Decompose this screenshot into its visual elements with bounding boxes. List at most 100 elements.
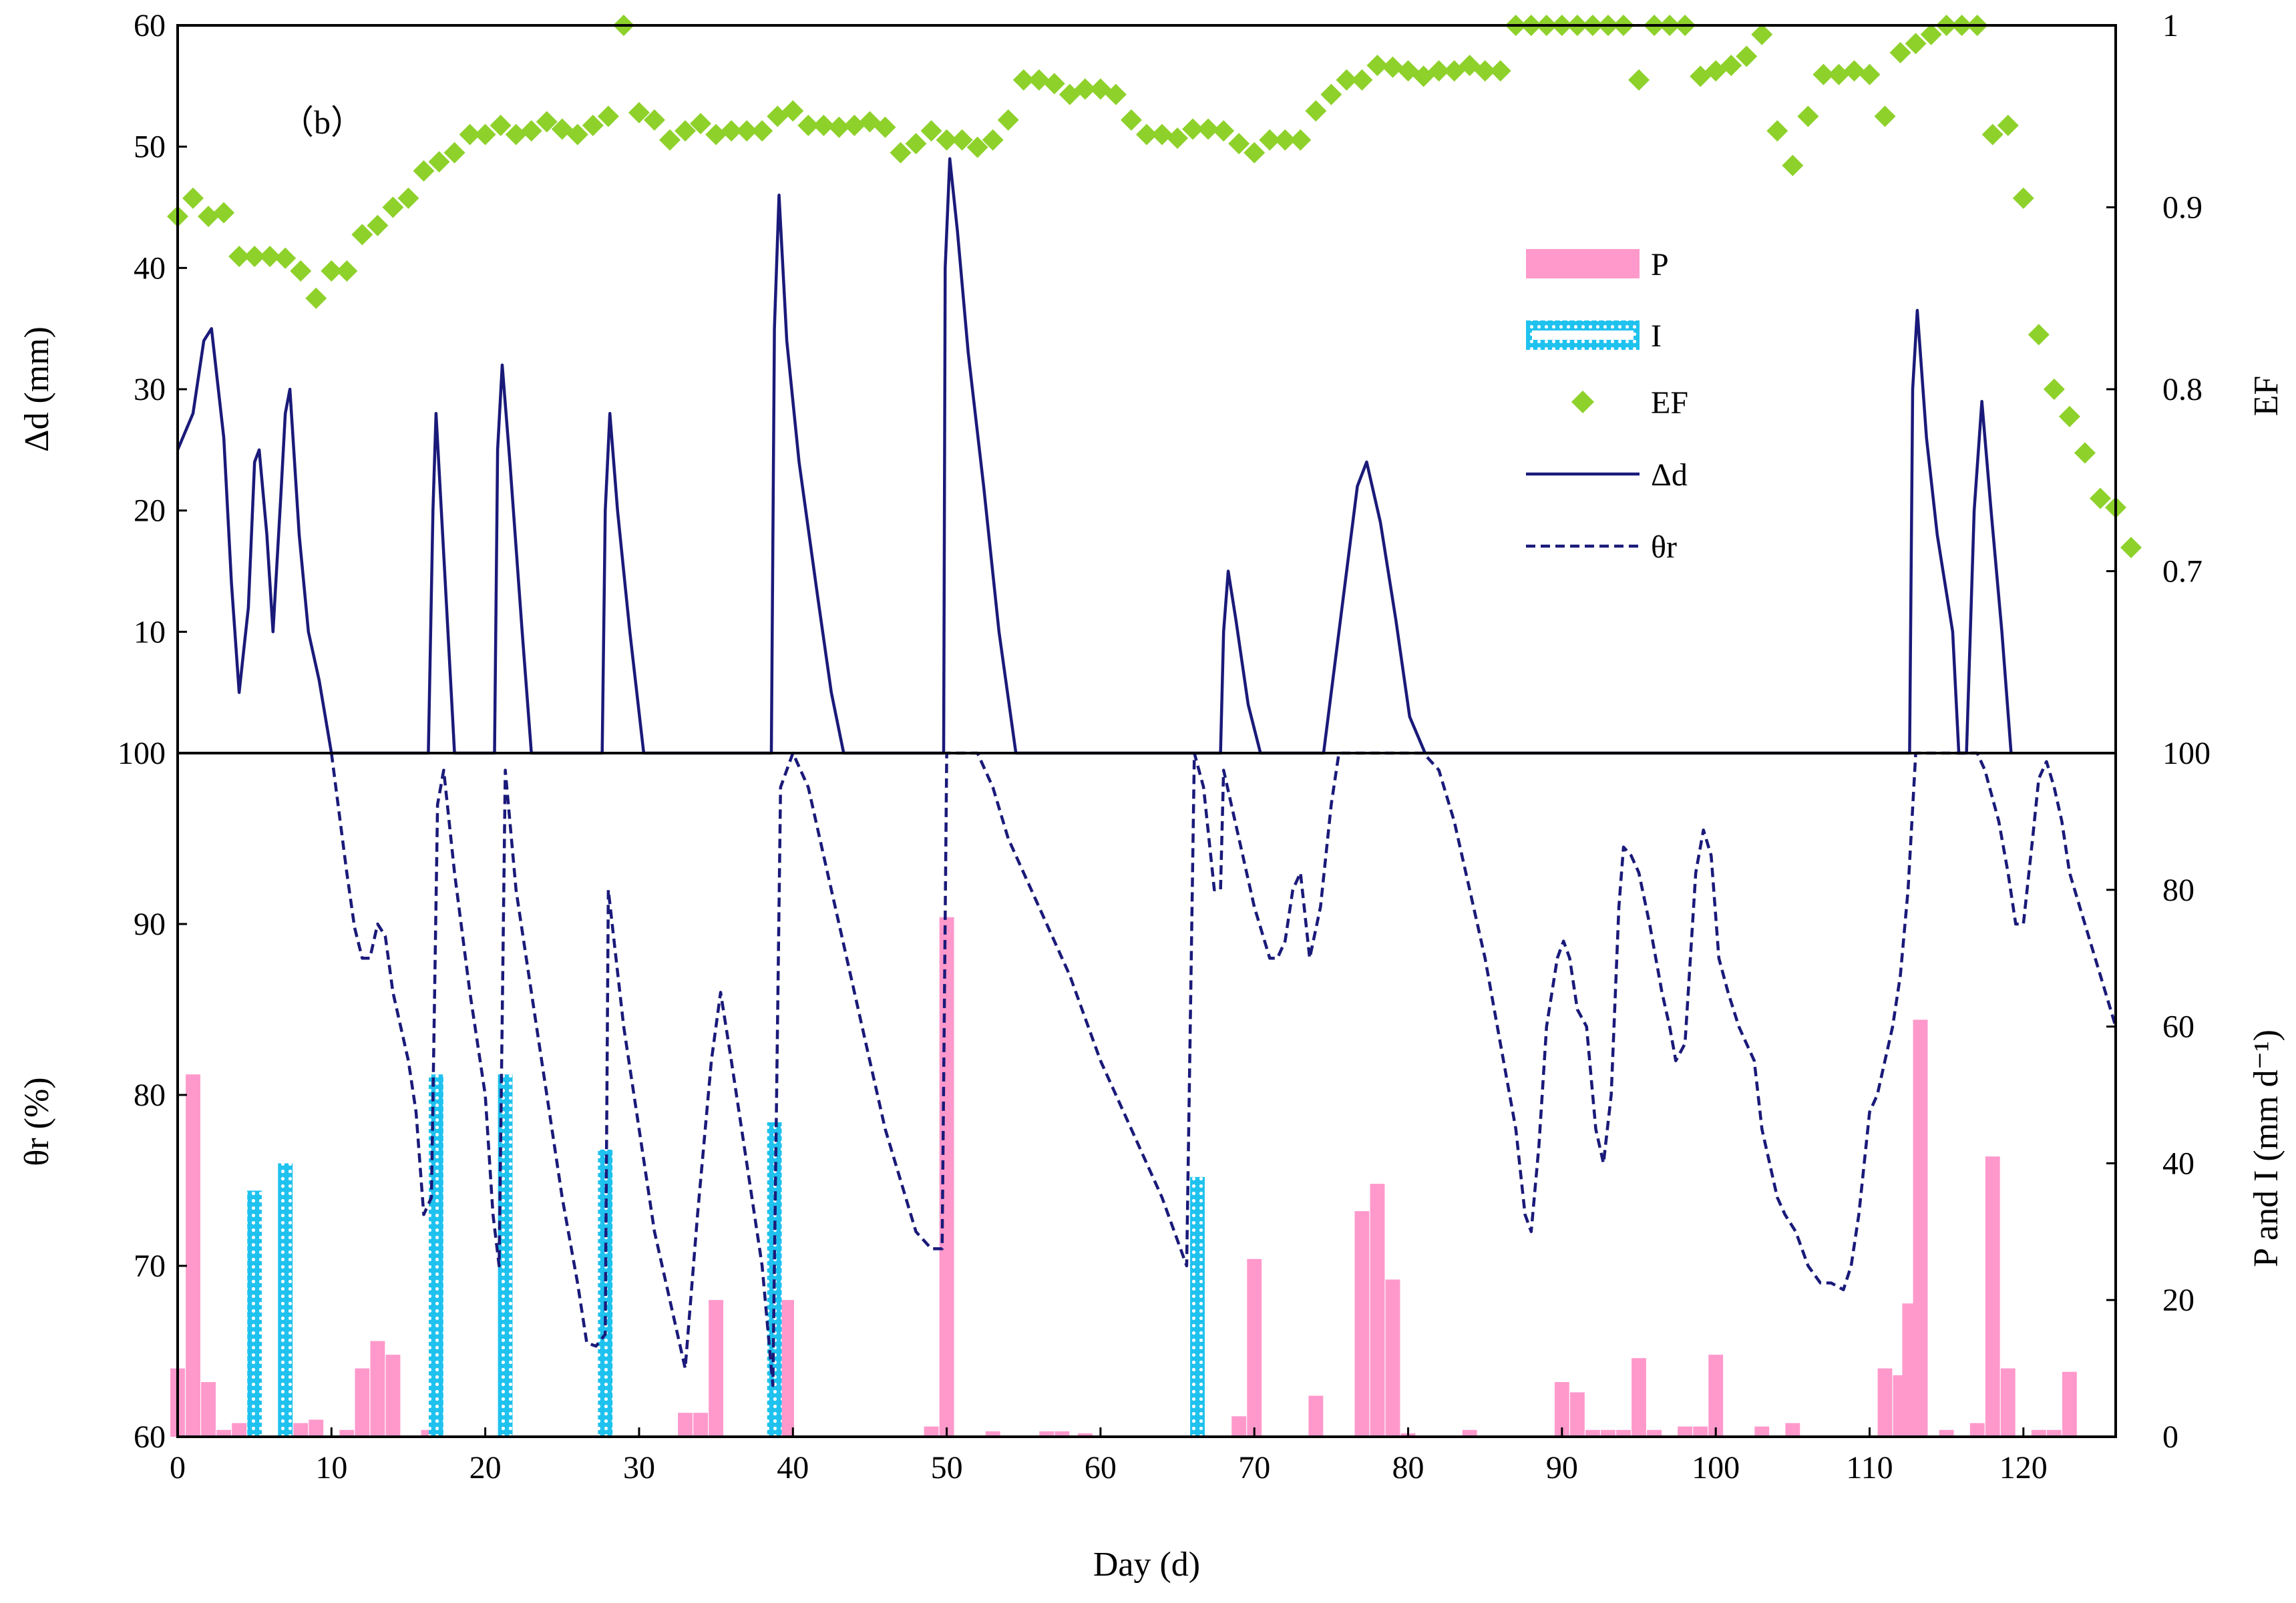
theta-line (330, 751, 2118, 1387)
irrigation-bar (428, 1074, 443, 1437)
bottom-y-axis-title: θr (%) (18, 1077, 56, 1166)
x-tick-label: 40 (777, 1450, 809, 1485)
ef-marker (874, 116, 896, 138)
ef-marker (1628, 69, 1650, 91)
ef-marker (813, 114, 835, 136)
x-tick-label: 10 (315, 1450, 347, 1485)
x-tick-label: 100 (1692, 1450, 1740, 1485)
ef-marker (1136, 124, 1157, 146)
ef-marker (1766, 120, 1788, 142)
ef-marker (321, 260, 343, 282)
precip-bar (355, 1368, 370, 1437)
top-y-axis-title: Δd (mm) (18, 326, 56, 452)
legend-swatch-irrigation-inner (1532, 330, 1634, 340)
bars-group (170, 917, 2077, 1437)
ef-marker (1812, 63, 1835, 85)
bottom-y2-tick-label: 100 (2162, 736, 2211, 771)
ef-marker (520, 120, 542, 142)
ef-marker (1905, 33, 1927, 55)
top-y2-tick-label: 0.7 (2162, 554, 2203, 590)
ef-marker (751, 120, 773, 142)
precip-bar (709, 1300, 724, 1437)
ef-marker (1382, 56, 1404, 78)
x-tick-label: 110 (1846, 1450, 1893, 1485)
x-tick-label: 90 (1546, 1450, 1578, 1485)
ef-marker (1782, 154, 1804, 176)
bottom-y-tick-label: 100 (118, 736, 166, 771)
precip-bar (1039, 1431, 1055, 1437)
ef-marker (1889, 41, 1911, 63)
ef-marker (782, 100, 804, 122)
ef-marker (1197, 118, 1219, 140)
x-axis-title: Day (d) (1093, 1546, 1200, 1584)
bottom-y-tick-label: 80 (134, 1078, 166, 1113)
precip-bar (1308, 1395, 1324, 1437)
ef-marker (351, 224, 373, 246)
ef-marker (597, 105, 619, 128)
bottom-y2-tick-label: 20 (2162, 1283, 2194, 1318)
ef-marker (1366, 54, 1388, 76)
ef-marker (1320, 83, 1342, 105)
top-y2-axis-title: EF (2247, 376, 2285, 417)
ef-marker (336, 260, 358, 282)
ef-marker (2089, 487, 2111, 509)
precip-bar (186, 1074, 200, 1437)
ef-marker (843, 114, 866, 136)
ef-marker (966, 136, 988, 158)
ef-marker (1028, 69, 1050, 91)
precip-bar (1354, 1211, 1370, 1437)
precip-bar (1693, 1426, 1708, 1437)
precip-bar (1913, 1019, 1928, 1437)
ef-marker (1797, 105, 1819, 128)
precip-bar (1569, 1392, 1585, 1437)
precip-bar (2000, 1368, 2016, 1437)
precip-bar (385, 1355, 401, 1437)
ef-marker (1981, 124, 2003, 146)
ef-marker (566, 124, 588, 146)
precip-bar (421, 1429, 436, 1437)
top-y-tick-label: 10 (134, 614, 166, 650)
ef-marker (1828, 63, 1850, 85)
precip-bar (1585, 1429, 1600, 1437)
precip-bar (216, 1429, 232, 1437)
legend: P I EF Δd θr (1526, 247, 1688, 565)
ef-marker (182, 187, 204, 209)
ef-marker (721, 120, 743, 142)
irrigation-bar (1190, 1176, 1205, 1437)
legend-swatch-precip (1526, 249, 1640, 278)
bottom-y-tick-label: 90 (134, 907, 166, 942)
top-y2-tick-label: 0.9 (2162, 190, 2203, 226)
bottom-y2-tick-label: 80 (2162, 873, 2194, 908)
ef-marker (2058, 405, 2080, 427)
ef-marker (305, 287, 327, 309)
ef-marker (982, 129, 1004, 151)
ef-marker (397, 187, 419, 209)
ef-marker (1336, 69, 1358, 91)
ef-marker (582, 114, 604, 136)
ef-marker (274, 247, 297, 269)
precip-bar (2046, 1429, 2062, 1437)
x-tick-label: 0 (170, 1450, 186, 1485)
bottom-y2-axis-title: P and I (mm d⁻¹) (2247, 1029, 2285, 1267)
precip-bar (985, 1431, 1000, 1437)
ef-marker (2043, 379, 2065, 400)
ef-marker (1997, 114, 2019, 136)
ef-marker (936, 129, 958, 151)
top-y-tick-label: 50 (134, 130, 166, 165)
precip-bar (2031, 1429, 2046, 1437)
ef-marker (1274, 129, 1296, 151)
precip-bar (309, 1419, 324, 1437)
bottom-y-tick-label: 60 (134, 1419, 166, 1455)
panel-label: （b） (280, 103, 364, 141)
bottom-y2-tick-label: 0 (2162, 1419, 2178, 1455)
ef-marker (228, 246, 250, 268)
ef-marker (1167, 127, 1189, 149)
precip-bar (1385, 1279, 1400, 1437)
top-y-tick-label: 30 (134, 372, 166, 407)
ef-marker (920, 120, 942, 142)
precip-bar (1985, 1156, 2000, 1437)
top-y-tick-label: 40 (134, 250, 166, 286)
precip-bar (201, 1382, 216, 1437)
